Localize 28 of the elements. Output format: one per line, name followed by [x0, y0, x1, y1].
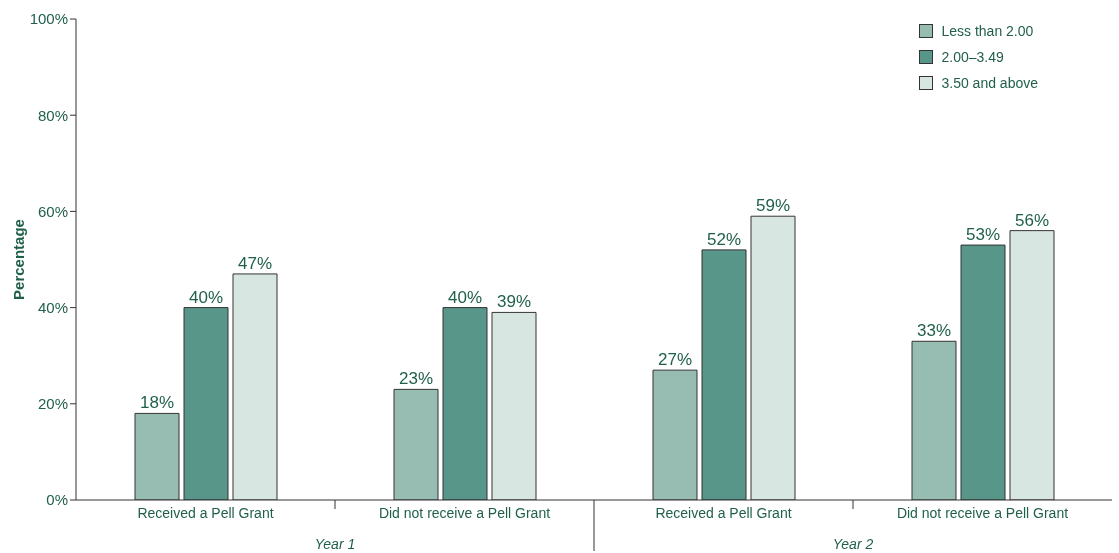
data-label: 27%	[657, 350, 693, 370]
legend-label: 2.00–3.49	[941, 48, 1004, 67]
text: Year 1	[314, 536, 356, 552]
data-label: 47%	[237, 253, 273, 273]
y-tick-label: 80%	[37, 106, 68, 124]
y-tick-label: 0%	[46, 491, 68, 509]
data-label: 33%	[916, 321, 952, 341]
legend-label: Less than 2.00	[941, 22, 1034, 41]
data-label: 59%	[755, 196, 791, 216]
data-label: 52%	[706, 229, 742, 249]
data-label: 18%	[139, 393, 175, 413]
y-axis-title: Percentage	[9, 219, 27, 300]
y-tick-label: 60%	[37, 202, 68, 220]
x-tick-label: Received a Pell Grant	[655, 504, 792, 521]
x-tick-label: Did not receive a Pell Grant	[378, 504, 551, 521]
legend-label: 3.50 and above	[941, 74, 1038, 93]
data-label: 39%	[496, 292, 532, 312]
y-tick-label: 100%	[29, 10, 68, 28]
x-tick-label: Received a Pell Grant	[137, 504, 274, 521]
data-label: 56%	[1014, 210, 1050, 230]
text: Year 2	[832, 536, 874, 552]
y-tick-label: 40%	[37, 298, 68, 316]
y-tick-label: 20%	[37, 395, 68, 413]
x-tick-label: Did not receive a Pell Grant	[896, 504, 1069, 521]
data-label: 53%	[965, 225, 1001, 245]
data-label: 40%	[188, 287, 224, 307]
data-label: 40%	[447, 287, 483, 307]
data-label: 23%	[398, 369, 434, 389]
